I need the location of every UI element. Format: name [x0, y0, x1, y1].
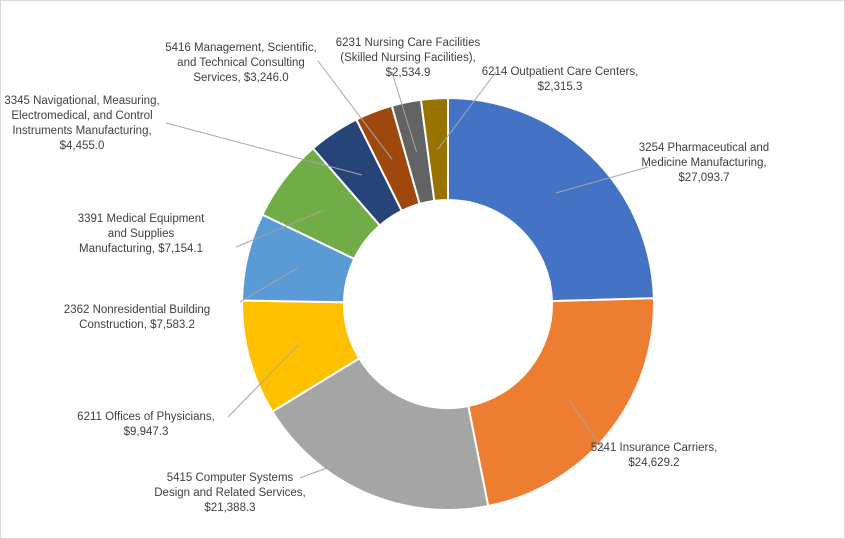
data-label-line: 3254 Pharmaceutical and	[639, 142, 769, 154]
leader-line-5416	[317, 60, 393, 160]
data-label-line: Construction, $7,583.2	[79, 319, 195, 331]
data-label-line: and Technical Consulting	[177, 57, 305, 69]
slices-group	[241, 96, 655, 511]
data-label-3391: 3391 Medical Equipment and Supplies Manufa…	[78, 213, 205, 255]
data-label-line: $21,388.3	[204, 502, 255, 514]
data-label-line: 3391 Medical Equipment	[78, 213, 205, 225]
leader-line-5241	[568, 400, 606, 453]
data-label-line: $9,947.3	[124, 426, 169, 438]
data-label-line: Medicine Manufacturing,	[641, 157, 766, 169]
slice-3254[interactable]	[447, 96, 655, 303]
leader-line-2362	[239, 267, 298, 303]
data-label-line: 2362 Nonresidential Building	[64, 304, 210, 316]
data-label-line: Manufacturing, $7,154.1	[79, 243, 203, 255]
labels-group: 3254 Pharmaceutical and Medicine Manufact…	[4, 37, 769, 514]
data-label-6211: 6211 Offices of Physicians, $9,947.3	[77, 411, 215, 438]
leader-line-6231	[391, 71, 418, 153]
data-label-6214: 6214 Outpatient Care Centers, $2,315.3	[482, 66, 639, 93]
data-label-3254: 3254 Pharmaceutical and Medicine Manufact…	[639, 142, 769, 184]
leader-line-5415	[299, 445, 387, 479]
data-label-line: 5241 Insurance Carriers,	[591, 442, 718, 454]
leader-line-3254	[555, 166, 649, 194]
data-label-line: 6214 Outpatient Care Centers,	[482, 66, 639, 78]
data-label-line: Design and Related Services,	[154, 487, 306, 499]
leader-lines-group	[165, 60, 649, 479]
data-label-line: 5416 Management, Scientific,	[165, 42, 317, 54]
data-label-line: $2,315.3	[538, 81, 583, 93]
leader-line-6214	[437, 71, 497, 150]
data-label-2362: 2362 Nonresidential Building Construction…	[64, 304, 210, 331]
leader-line-3391	[235, 209, 325, 248]
slice-6214[interactable]	[419, 96, 449, 203]
data-label-line: 5415 Computer Systems	[167, 472, 294, 484]
data-label-line: (Skilled Nursing Facilities),	[340, 52, 475, 64]
data-label-5415: 5415 Computer Systems Design and Related …	[154, 472, 306, 514]
data-label-5416: 5416 Management, Scientific, and Technica…	[165, 42, 317, 84]
data-label-line: 3345 Navigational, Measuring,	[4, 95, 159, 107]
data-label-line: $27,093.7	[678, 172, 729, 184]
leader-line-3345	[165, 122, 363, 176]
data-label-5241: 5241 Insurance Carriers, $24,629.2	[591, 442, 718, 469]
data-label-line: $2,534.9	[386, 67, 431, 79]
data-label-line: 6231 Nursing Care Facilities	[336, 37, 481, 49]
data-label-line: 6211 Offices of Physicians,	[77, 411, 215, 423]
slice-5415[interactable]	[270, 356, 490, 511]
data-label-line: $24,629.2	[628, 457, 679, 469]
data-label-line: Electromedical, and Control	[11, 110, 152, 122]
data-label-line: $4,455.0	[60, 140, 105, 152]
data-label-line: and Supplies	[108, 228, 175, 240]
leader-line-6211	[227, 344, 299, 418]
slice-5241[interactable]	[467, 297, 655, 508]
data-label-line: Services, $3,246.0	[193, 72, 288, 84]
data-label-line: Instruments Manufacturing,	[12, 125, 151, 137]
data-label-3345: 3345 Navigational, Measuring, Electromedi…	[4, 95, 159, 152]
data-label-6231: 6231 Nursing Care Facilities (Skilled Nur…	[336, 37, 481, 79]
